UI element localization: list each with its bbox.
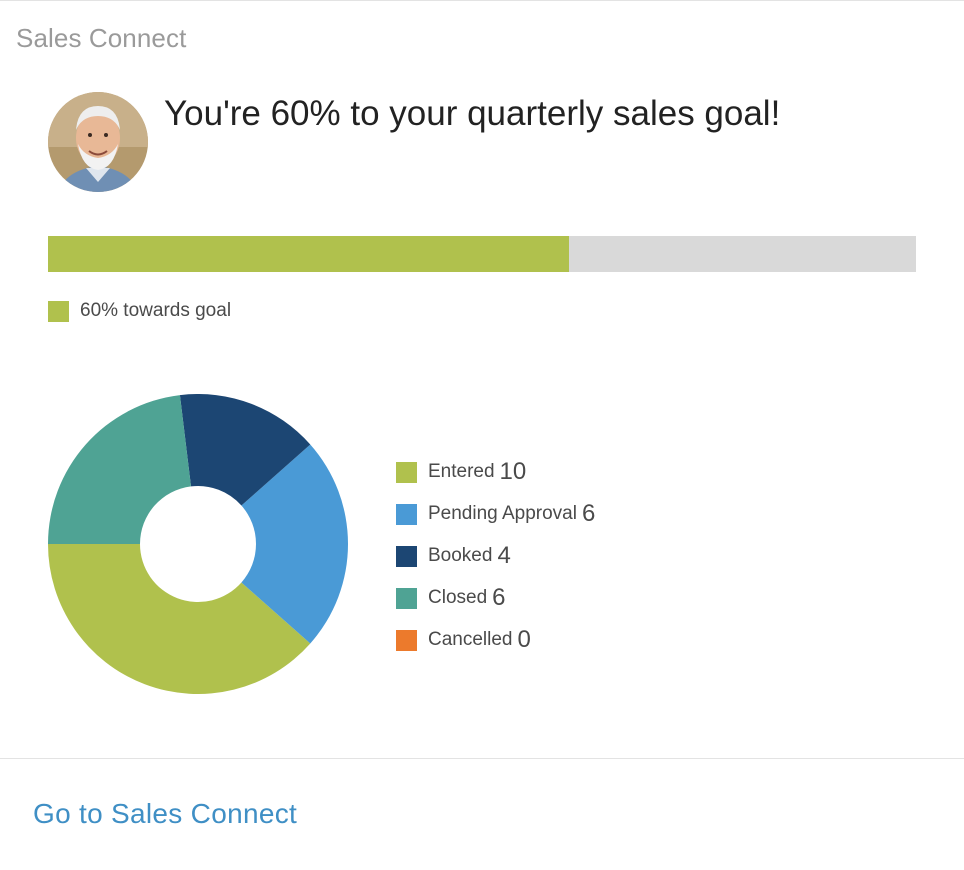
legend-label: Pending Approval [428,503,577,524]
legend-swatch [396,629,417,651]
avatar [48,92,148,192]
legend-label: Booked [428,545,493,566]
donut-slice-entered [48,544,311,694]
legend-count: 6 [492,584,506,611]
progress-legend-swatch [48,300,69,322]
status-legend: Entered 10 Pending Approval 6 Booked 4 C… [396,451,595,661]
goal-progress-fill [48,236,569,272]
progress-legend-label: 60% towards goal [80,300,232,321]
legend-count: 0 [517,626,531,653]
legend-item-pending-approval: Pending Approval 6 [396,493,595,535]
progress-legend: 60% towards goal [48,300,231,322]
legend-swatch [396,503,417,525]
legend-item-closed: Closed 6 [396,577,595,619]
legend-item-entered: Entered 10 [396,451,595,493]
legend-swatch [396,461,417,483]
legend-item-booked: Booked 4 [396,535,595,577]
card-title: Sales Connect [16,23,187,53]
legend-swatch [396,545,417,567]
goal-progress-bar [48,236,916,272]
legend-item-cancelled: Cancelled 0 [396,619,595,661]
donut-slice-closed [48,395,192,544]
legend-count: 6 [581,500,596,527]
footer-divider [0,758,964,759]
legend-count: 10 [499,458,527,485]
legend-label: Cancelled [428,629,513,650]
legend-label: Entered [428,461,495,482]
goal-headline: You're 60% to your quarterly sales goal! [164,94,781,133]
legend-swatch [396,587,417,609]
go-to-sales-connect-link[interactable]: Go to Sales Connect [33,798,298,829]
status-donut-chart [48,394,348,694]
legend-label: Closed [428,587,488,608]
donut-slice-pending-approval [241,444,348,644]
donut-slice-booked [179,394,311,506]
legend-count: 4 [497,542,511,569]
avatar-image [48,92,148,192]
